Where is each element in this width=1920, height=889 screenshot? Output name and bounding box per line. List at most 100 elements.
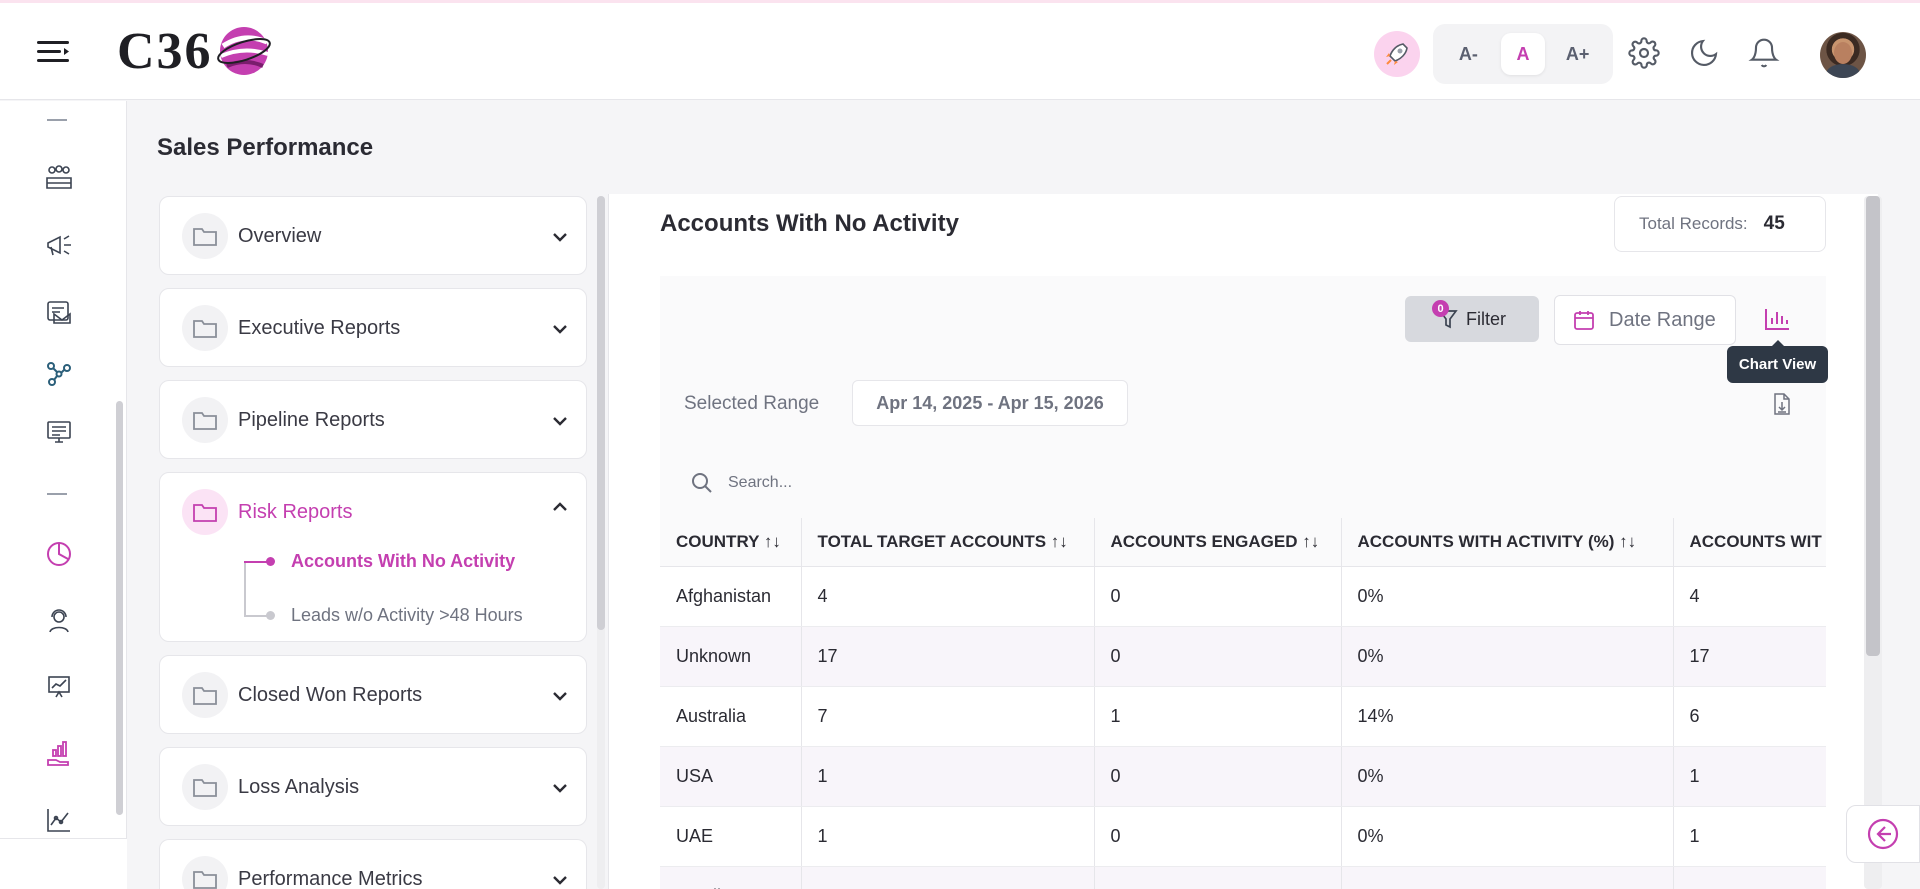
- mail-campaign-icon[interactable]: [40, 293, 78, 331]
- table-row[interactable]: Afghanistan 4 0 0% 4: [660, 566, 1826, 627]
- accordion-header-performance-metrics[interactable]: Performance Metrics: [160, 840, 586, 889]
- table-cell: 4: [801, 566, 1095, 627]
- table-cell: Unknown: [660, 626, 802, 687]
- growth-hand-icon[interactable]: [40, 734, 78, 772]
- table-row[interactable]: Australia 7 1 14% 6: [660, 686, 1826, 747]
- rocket-icon[interactable]: [1374, 31, 1420, 77]
- date-range-button[interactable]: Date Range: [1554, 295, 1736, 345]
- chevron-down-icon: [553, 233, 567, 242]
- folder-icon: [182, 305, 228, 351]
- accordion-header-pipeline-reports[interactable]: Pipeline Reports: [160, 381, 588, 459]
- total-records-value: 45: [1763, 213, 1785, 234]
- total-records-box: Total Records: 45: [1614, 196, 1826, 252]
- presentation-chart-icon[interactable]: [40, 668, 78, 706]
- rail-divider: [47, 493, 67, 495]
- column-header-total-target-accounts[interactable]: TOTAL TARGET ACCOUNTS ↑↓: [801, 518, 1095, 567]
- column-header-accounts-engaged[interactable]: ACCOUNTS ENGAGED ↑↓: [1094, 518, 1342, 567]
- rail-divider: [47, 119, 67, 121]
- support-agent-icon[interactable]: [40, 602, 78, 640]
- sidebar-scrollbar[interactable]: [116, 401, 123, 815]
- network-icon[interactable]: [40, 355, 78, 393]
- table-cell: 4: [1673, 566, 1826, 627]
- moon-icon[interactable]: [1686, 35, 1722, 71]
- table-cell: 17: [1673, 626, 1826, 687]
- table-cell: 1: [1094, 686, 1342, 747]
- folder-icon: [182, 856, 228, 889]
- search-input[interactable]: [728, 474, 1048, 492]
- table-cell: 1: [1673, 806, 1826, 867]
- accordion-header-loss-analysis[interactable]: Loss Analysis: [160, 748, 588, 826]
- column-header-country[interactable]: COUNTRY ↑↓: [660, 518, 802, 567]
- table-row[interactable]: USA 1 0 0% 1: [660, 746, 1826, 807]
- menu-card-risk-reports[interactable]: Risk Reports Accounts With No Activity L…: [159, 472, 587, 642]
- table-row[interactable]: Unknown 17 0 0% 17: [660, 626, 1826, 687]
- accordion-header-closed-won-reports[interactable]: Closed Won Reports: [160, 656, 588, 734]
- chart-view-icon[interactable]: [1760, 302, 1794, 336]
- menu-card-overview[interactable]: Overview: [159, 196, 587, 275]
- total-records-label: Total Records:: [1639, 214, 1748, 233]
- subitem-accounts-no-activity[interactable]: Accounts With No Activity: [291, 551, 516, 571]
- top-header: C36 A- A A+: [0, 3, 1920, 100]
- accordion-header-risk-reports[interactable]: Risk Reports: [160, 473, 588, 551]
- menu-card-pipeline-reports[interactable]: Pipeline Reports: [159, 380, 587, 459]
- export-file-icon[interactable]: [1768, 390, 1796, 418]
- accordion-label: Overview: [238, 224, 322, 247]
- settings-icon[interactable]: [1626, 35, 1662, 71]
- data-table-container: COUNTRY ↑↓ TOTAL TARGET ACCOUNTS ↑↓ ACCO…: [660, 518, 1826, 889]
- brand-logo[interactable]: C36: [117, 21, 271, 81]
- table-cell: 0%: [1341, 866, 1674, 889]
- chevron-down-icon: [553, 417, 567, 426]
- avatar-shirt: [1826, 64, 1860, 78]
- table-cell: 6: [1673, 686, 1826, 747]
- user-avatar[interactable]: [1820, 32, 1866, 78]
- table-cell: 0%: [1341, 566, 1674, 627]
- search-icon: [692, 473, 712, 493]
- menu-scrollbar[interactable]: [597, 196, 605, 630]
- default-font-button[interactable]: A: [1500, 33, 1545, 75]
- bell-icon[interactable]: [1746, 35, 1782, 71]
- accordion-label: Pipeline Reports: [238, 408, 385, 431]
- chevron-down-icon: [553, 876, 567, 885]
- accordion-header-overview[interactable]: Overview: [160, 197, 588, 275]
- table-cell: 0: [1094, 626, 1342, 687]
- menu-card-performance-metrics[interactable]: Performance Metrics: [159, 839, 587, 889]
- column-header-activity-percent[interactable]: ACCOUNTS WITH ACTIVITY (%) ↑↓: [1341, 518, 1674, 567]
- arrow-left-circle-icon: [1867, 818, 1899, 850]
- pie-chart-icon[interactable]: [40, 535, 78, 573]
- menu-card-loss-analysis[interactable]: Loss Analysis: [159, 747, 587, 826]
- page-title: Sales Performance: [157, 134, 374, 161]
- filter-button[interactable]: Filter: [1405, 296, 1539, 342]
- accordion-header-executive-reports[interactable]: Executive Reports: [160, 289, 588, 367]
- line-chart-icon[interactable]: [40, 801, 78, 839]
- table-cell: 0: [1094, 746, 1342, 807]
- team-icon[interactable]: [40, 159, 78, 197]
- search-box[interactable]: [690, 466, 1070, 500]
- tree-dot: [266, 611, 275, 620]
- content-scrollbar[interactable]: [1866, 196, 1880, 656]
- table-cell: 2: [801, 866, 1095, 889]
- table-cell: Brazil: [660, 866, 802, 889]
- column-header-accounts-without[interactable]: ACCOUNTS WIT: [1673, 518, 1826, 567]
- decrease-font-button[interactable]: A-: [1458, 43, 1478, 64]
- menu-toggle-icon[interactable]: [37, 37, 71, 67]
- table-cell: 0: [1094, 806, 1342, 867]
- font-size-controls: A- A A+: [1433, 24, 1613, 84]
- table-row[interactable]: Brazil 2 0 0% 2: [660, 866, 1826, 889]
- monitor-icon[interactable]: [40, 413, 78, 451]
- menu-card-closed-won-reports[interactable]: Closed Won Reports: [159, 655, 587, 734]
- table-cell: 2: [1673, 866, 1826, 889]
- table-cell: UAE: [660, 806, 802, 867]
- table-cell: 7: [801, 686, 1095, 747]
- table-row[interactable]: UAE 1 0 0% 1: [660, 806, 1826, 867]
- accordion-label: Performance Metrics: [238, 867, 423, 889]
- menu-card-executive-reports[interactable]: Executive Reports: [159, 288, 587, 367]
- folder-icon: [182, 397, 228, 443]
- top-accent-line: [0, 0, 1920, 3]
- increase-font-button[interactable]: A+: [1565, 43, 1590, 64]
- subitem-leads-no-activity[interactable]: Leads w/o Activity >48 Hours: [291, 605, 523, 625]
- collapse-panel-button[interactable]: [1846, 805, 1920, 863]
- megaphone-icon[interactable]: [40, 226, 78, 264]
- chevron-up-icon: [553, 502, 567, 511]
- data-table: COUNTRY ↑↓ TOTAL TARGET ACCOUNTS ↑↓ ACCO…: [660, 518, 1826, 889]
- folder-icon: [182, 764, 228, 810]
